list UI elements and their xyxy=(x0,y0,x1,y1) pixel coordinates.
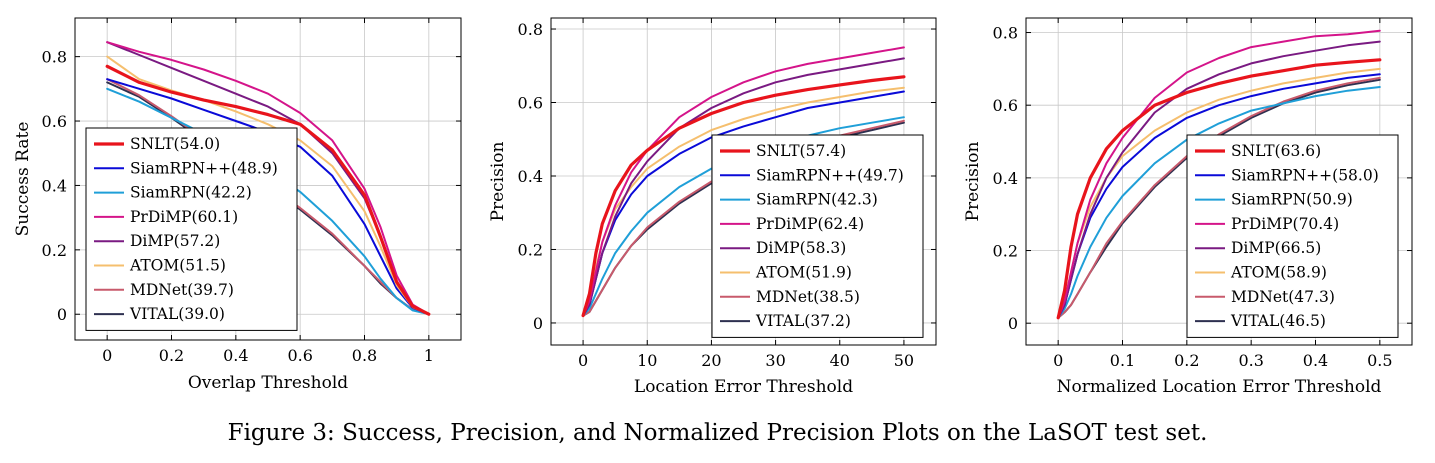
legend-entry: PrDiMP(62.4) xyxy=(756,215,864,233)
series-line-prdimp xyxy=(582,46,905,317)
legend-entry: SNLT(57.4) xyxy=(756,142,846,160)
x-tick-label: 10 xyxy=(637,351,657,370)
legend-entry: DiMP(57.2) xyxy=(130,232,220,250)
x-axis-label: Location Error Threshold xyxy=(634,377,853,397)
x-tick-label: 0.2 xyxy=(159,346,184,365)
plot-frame xyxy=(74,17,462,341)
legend-entry: DiMP(66.5) xyxy=(1231,239,1321,257)
series-line-snlt xyxy=(105,64,431,316)
series-line-dimp xyxy=(1057,40,1381,319)
y-tick-label: 0.8 xyxy=(993,24,1018,43)
y-tick-label: 0.2 xyxy=(993,242,1018,261)
legend-entry: MDNet(47.3) xyxy=(1231,288,1335,306)
series-line-snlt xyxy=(1056,58,1382,320)
y-tick-label: 0.6 xyxy=(993,96,1018,115)
legend-entry: SNLT(63.6) xyxy=(1231,142,1321,160)
y-tick-label: 0 xyxy=(1008,314,1018,333)
legend-entry: PrDiMP(60.1) xyxy=(130,208,238,226)
y-axis-label: Precision xyxy=(488,141,508,221)
series-line-mdnet xyxy=(1057,76,1381,319)
legend-entry: DiMP(58.3) xyxy=(756,239,846,257)
x-tick-label: 1 xyxy=(424,346,434,365)
y-tick-label: 0.6 xyxy=(42,112,67,131)
x-tick-label: 0.4 xyxy=(223,346,248,365)
series-line-prdimp xyxy=(106,41,430,316)
legend-entry: SiamRPN(42.3) xyxy=(756,191,878,209)
chart-3: 0 0.1 0.2 0.3 0.4 0.5 0 0.2 0.4 0.6 0.8 Normalized … xyxy=(963,17,1413,397)
y-tick-label: 0.4 xyxy=(42,176,67,195)
x-axis-label: Overlap Threshold xyxy=(188,373,348,393)
legend-entry: MDNet(38.5) xyxy=(756,288,860,306)
x-axis-label: Normalized Location Error Threshold xyxy=(1057,377,1382,397)
legend-entry: ATOM(58.9) xyxy=(1230,264,1327,282)
x-tick-label: 0.2 xyxy=(1174,351,1199,370)
y-axis-label: Precision xyxy=(963,141,983,221)
y-tick-label: 0.2 xyxy=(42,241,67,260)
legend-entry: SiamRPN(42.2) xyxy=(130,184,252,202)
legend-entry: MDNet(39.7) xyxy=(130,281,234,299)
legend-box xyxy=(1186,134,1399,338)
plot-frame xyxy=(550,17,937,346)
x-tick-label: 0 xyxy=(102,346,112,365)
plot-frame xyxy=(1025,17,1413,346)
x-tick-label: 0.8 xyxy=(352,346,377,365)
y-tick-label: 0.8 xyxy=(42,48,67,67)
x-tick-label: 0.1 xyxy=(1110,351,1135,370)
x-tick-label: 0 xyxy=(578,351,588,370)
legend-entry: VITAL(39.0) xyxy=(129,305,225,323)
y-tick-label: 0 xyxy=(57,305,67,324)
x-tick-label: 20 xyxy=(701,351,721,370)
x-tick-label: 0.6 xyxy=(287,346,312,365)
series-line-siamrpnpp xyxy=(106,78,430,316)
legend-box xyxy=(711,134,924,338)
x-tick-label: 0.3 xyxy=(1238,351,1263,370)
y-axis-label: Success Rate xyxy=(13,122,33,237)
legend-box xyxy=(85,127,298,331)
x-tick-label: 30 xyxy=(765,351,785,370)
series-line-siamrpn xyxy=(106,87,430,316)
chart-2: 0 10 20 30 40 50 0 0.2 0.4 0.6 0.8 Location Error T… xyxy=(488,17,937,397)
legend-entry: SiamRPN++(48.9) xyxy=(130,159,278,177)
legend-entry: SNLT(54.0) xyxy=(130,135,220,153)
legend-entry: SiamRPN(50.9) xyxy=(1231,191,1353,209)
x-tick-label: 40 xyxy=(830,351,850,370)
figure-caption: Figure 3: Success, Precision, and Normal… xyxy=(227,420,1208,446)
y-tick-label: 0.4 xyxy=(993,169,1018,188)
series-line-snlt xyxy=(581,75,906,318)
y-tick-label: 0.2 xyxy=(518,240,543,259)
legend-entry: SiamRPN++(49.7) xyxy=(756,166,904,184)
x-tick-label: 50 xyxy=(894,351,914,370)
legend-entry: VITAL(46.5) xyxy=(1230,312,1326,330)
legend-entry: SiamRPN++(58.0) xyxy=(1231,166,1379,184)
legend-entry: ATOM(51.9) xyxy=(755,264,852,282)
y-tick-label: 0.6 xyxy=(518,94,543,113)
series-line-siamrpn xyxy=(582,116,905,317)
series-line-prdimp xyxy=(1057,29,1381,319)
y-tick-label: 0.8 xyxy=(518,20,543,39)
legend-entry: PrDiMP(70.4) xyxy=(1231,215,1339,233)
x-tick-label: 0 xyxy=(1053,351,1063,370)
series-line-siamrpn xyxy=(1057,86,1381,319)
legend-entry: ATOM(51.5) xyxy=(129,257,226,275)
legend-entry: VITAL(37.2) xyxy=(755,312,851,330)
x-tick-label: 0.4 xyxy=(1303,351,1328,370)
y-tick-label: 0.4 xyxy=(518,167,543,186)
y-tick-label: 0 xyxy=(533,314,543,333)
x-tick-label: 0.5 xyxy=(1367,351,1392,370)
